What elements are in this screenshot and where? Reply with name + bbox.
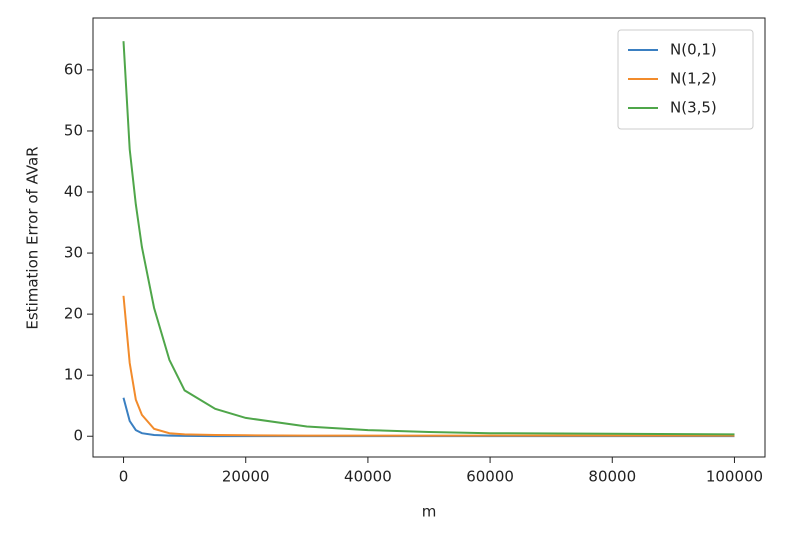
x-axis-label: m <box>422 503 437 521</box>
legend-box <box>617 29 754 130</box>
legend-label: N(3,5) <box>670 99 717 117</box>
y-tick-label: 10 <box>64 366 83 384</box>
plot-frame <box>92 17 766 458</box>
x-tick-label: 100000 <box>706 468 763 486</box>
y-tick-label: 30 <box>64 244 83 262</box>
y-axis-label: Estimation Error of AVaR <box>24 146 42 329</box>
y-tick-label: 40 <box>64 183 83 201</box>
y-tick-label: 0 <box>73 427 83 445</box>
y-tick-label: 20 <box>64 305 83 323</box>
series-line <box>122 397 735 438</box>
y-tick-label: 50 <box>64 121 83 139</box>
x-tick-label: 20000 <box>222 468 270 486</box>
x-tick-label: 40000 <box>344 468 392 486</box>
series-line <box>122 295 735 437</box>
x-tick-label: 60000 <box>466 468 514 486</box>
x-tick-label: 80000 <box>588 468 636 486</box>
x-tick-label: 0 <box>119 468 129 486</box>
y-tick-label: 60 <box>64 60 83 78</box>
legend-label: N(0,1) <box>670 41 717 59</box>
legend-label: N(1,2) <box>670 70 717 88</box>
series-line <box>122 41 735 436</box>
